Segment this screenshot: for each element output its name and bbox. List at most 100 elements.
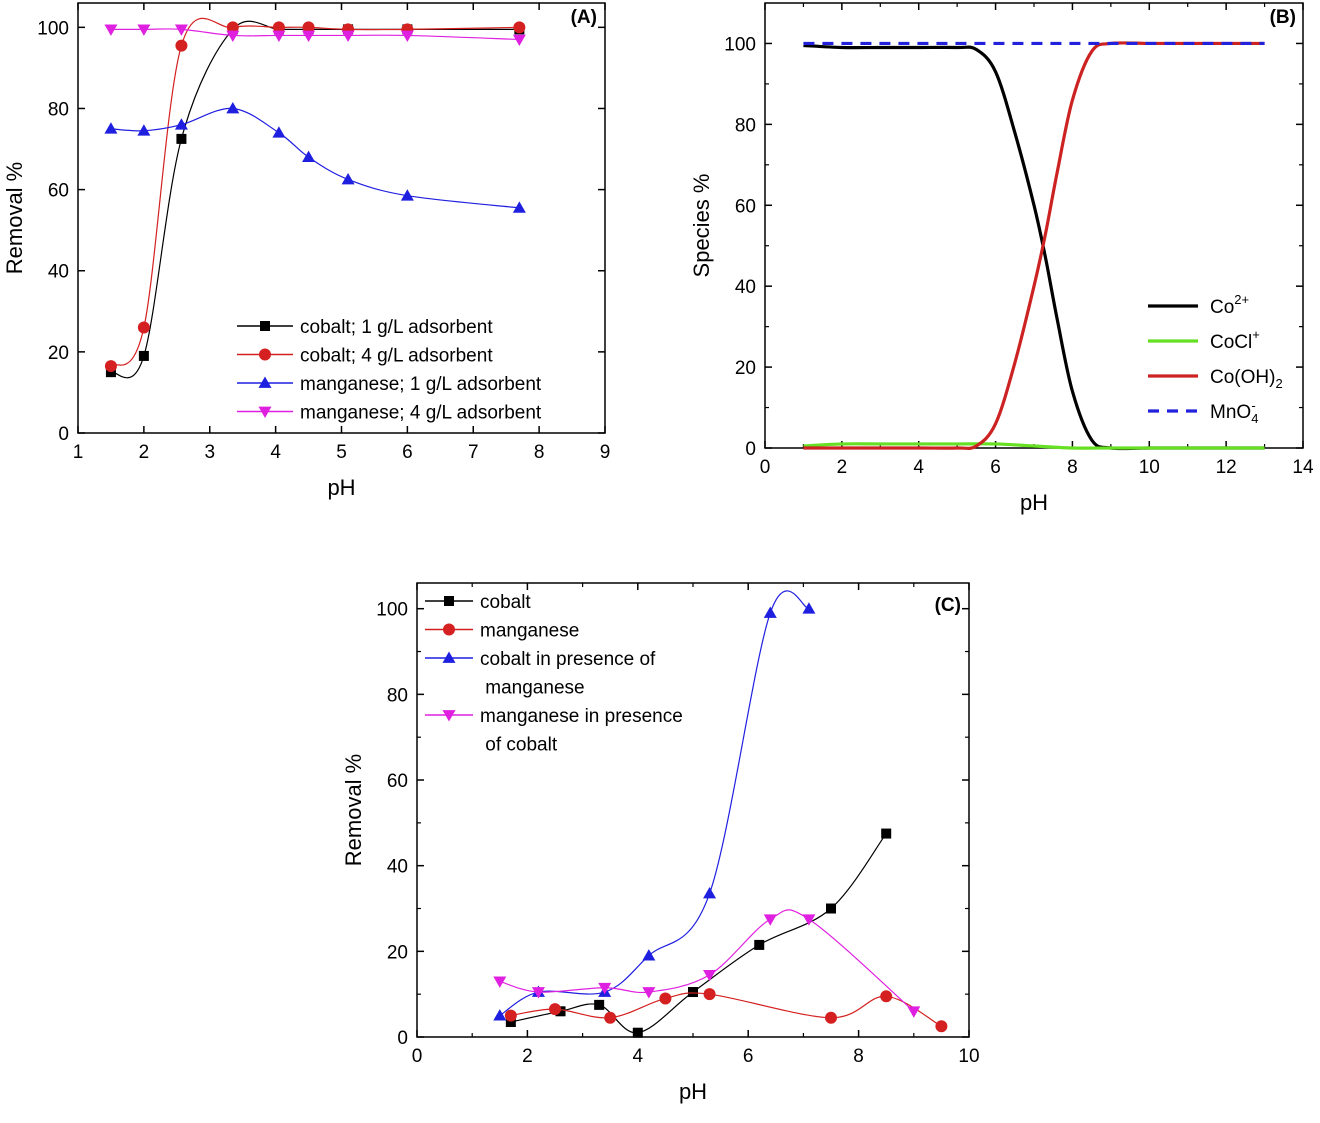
legend-entry: manganese — [425, 621, 579, 642]
data-point — [531, 987, 545, 999]
legend-entry: Co2+ — [1148, 292, 1249, 318]
legend-marker — [444, 596, 454, 606]
legend-entry: cobalt; 4 g/L adsorbent — [237, 346, 493, 367]
data-point — [907, 1006, 921, 1018]
legend-superscript: + — [1252, 327, 1260, 342]
y-axis-title: Species % — [689, 174, 714, 278]
data-point — [642, 987, 656, 999]
y-tick-label: 20 — [735, 358, 756, 379]
data-point — [341, 172, 355, 185]
data-point — [400, 189, 414, 201]
data-point — [302, 150, 316, 163]
data-point — [104, 360, 117, 373]
legend-entry: manganese; 4 g/L adsorbent — [237, 403, 542, 424]
x-tick-label: 6 — [743, 1046, 754, 1067]
x-tick-label: 8 — [1067, 457, 1078, 478]
legend-label: MnO4- — [1210, 398, 1258, 426]
data-point — [703, 887, 717, 899]
data-point — [642, 949, 656, 961]
x-tick-label: 4 — [633, 1046, 644, 1067]
x-tick-label: 9 — [600, 442, 611, 463]
y-tick-label: 80 — [735, 115, 756, 136]
data-point — [505, 1017, 516, 1028]
legend-label-line2: of cobalt — [480, 735, 558, 756]
data-point — [226, 30, 240, 42]
data-point — [137, 124, 151, 136]
data-point — [632, 1027, 643, 1038]
legend-marker — [442, 710, 456, 722]
y-axis-title: Removal % — [2, 162, 27, 274]
legend-entry: CoCl+ — [1148, 327, 1260, 353]
x-tick-label: 8 — [853, 1046, 864, 1067]
data-point — [137, 24, 151, 36]
data-point — [703, 970, 717, 982]
legend-label: cobalt; 1 g/L adsorbent — [300, 317, 493, 338]
legend-entry: MnO4- — [1148, 398, 1258, 426]
y-tick-label: 80 — [48, 99, 69, 120]
legend-label-base: CoCl — [1210, 332, 1252, 353]
data-point — [137, 321, 150, 334]
y-tick-label: 20 — [48, 343, 69, 364]
legend-marker — [260, 321, 270, 331]
legend-label: Co2+ — [1210, 292, 1249, 318]
series-line — [510, 992, 942, 1027]
legend-label: manganese — [480, 621, 579, 642]
x-axis-title: pH — [679, 1079, 707, 1104]
legend-marker — [259, 348, 271, 361]
data-point — [802, 602, 816, 614]
y-tick-label: 0 — [397, 1028, 408, 1049]
legend-superscript: 2+ — [1234, 292, 1249, 307]
data-point — [512, 34, 526, 47]
series-line — [510, 833, 887, 1034]
y-tick-label: 80 — [387, 685, 408, 706]
y-tick-label: 60 — [387, 771, 408, 792]
x-axis-title: pH — [1020, 490, 1048, 515]
series-3 — [104, 24, 526, 47]
y-tick-label: 0 — [745, 439, 756, 460]
plot-frame — [77, 2, 606, 434]
y-tick-label: 40 — [48, 262, 69, 283]
x-tick-label: 4 — [913, 457, 924, 478]
data-point — [175, 39, 188, 52]
data-point — [176, 133, 187, 144]
data-point — [754, 939, 765, 950]
data-point — [174, 118, 188, 130]
legend-label: CoCl+ — [1210, 327, 1260, 353]
x-tick-label: 4 — [270, 442, 281, 463]
y-tick-label: 100 — [37, 18, 69, 39]
legend-label: manganese; 4 g/L adsorbent — [300, 403, 542, 424]
x-tick-label: 7 — [468, 442, 479, 463]
legend-subscript: 2 — [1275, 376, 1282, 391]
legend-entry: cobalt in presence of manganese — [425, 649, 656, 699]
x-tick-label: 6 — [402, 442, 413, 463]
x-axis-title: pH — [327, 475, 355, 500]
data-point — [688, 987, 698, 998]
data-point — [659, 992, 672, 1005]
data-point — [703, 988, 716, 1001]
x-tick-label: 0 — [412, 1046, 423, 1067]
legend-subscript: 4 — [1251, 411, 1258, 426]
series-0 — [505, 828, 892, 1038]
legend-entry: manganese in presence of cobalt — [425, 706, 683, 756]
legend-label: cobalt in presence of — [480, 649, 656, 670]
data-point — [272, 21, 285, 34]
legend-label-base: Co — [1210, 297, 1234, 318]
legend-label: manganese in presence — [480, 706, 683, 727]
data-point — [272, 30, 286, 42]
y-tick-label: 40 — [735, 277, 756, 298]
data-point — [826, 903, 836, 914]
x-tick-label: 8 — [534, 442, 545, 463]
series-line — [110, 28, 520, 41]
y-tick-label: 100 — [724, 34, 756, 55]
species-line-1 — [803, 442, 1265, 450]
series-1 — [504, 988, 948, 1033]
legend-entry: cobalt — [425, 592, 531, 613]
data-point — [104, 122, 118, 134]
legend-marker — [443, 623, 455, 636]
legend-label-base: MnO — [1210, 402, 1251, 423]
x-tick-label: 14 — [1292, 457, 1314, 478]
data-point — [881, 828, 892, 839]
x-tick-label: 2 — [837, 457, 848, 478]
